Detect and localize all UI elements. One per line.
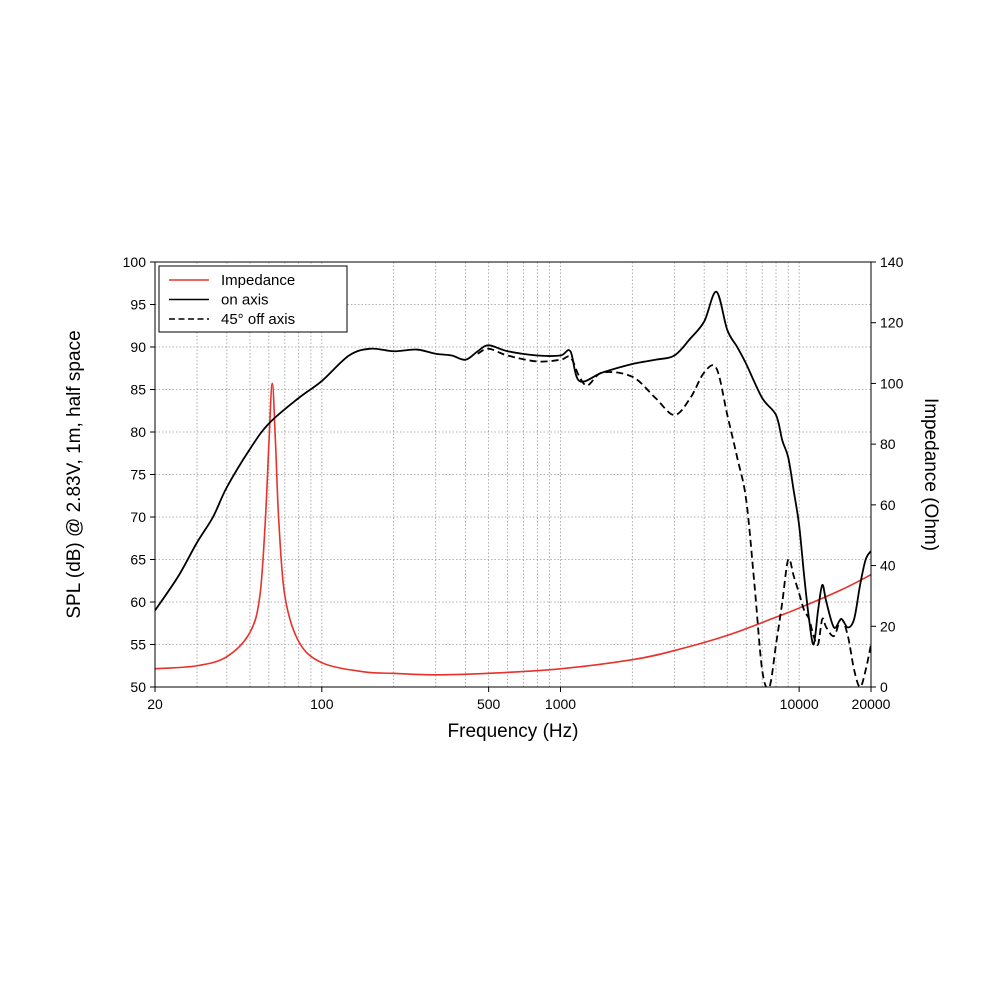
y-tick-label: 100 [123, 254, 147, 270]
y2-axis-title: Impedance (Ohm) [920, 398, 941, 551]
y2-tick-label: 100 [880, 375, 904, 391]
y-tick-label: 95 [130, 297, 146, 313]
x-tick-label: 20000 [852, 696, 891, 712]
y-tick-label: 65 [130, 552, 146, 568]
series-layer [155, 290, 871, 687]
y2-tick-label: 80 [880, 436, 896, 452]
y2-tick-label: 120 [880, 315, 904, 331]
y-tick-label: 75 [130, 467, 146, 483]
x-tick-label: 1000 [545, 696, 576, 712]
on-axis-series-line [155, 290, 871, 646]
y-tick-label: 60 [130, 594, 146, 610]
legend-label-impedance: Impedance [221, 272, 295, 289]
legend-label-on-axis: on axis [221, 292, 269, 309]
y-tick-label: 80 [130, 424, 146, 440]
y2-tick-label: 20 [880, 618, 896, 634]
y-tick-label: 90 [130, 339, 146, 355]
y-tick-label: 85 [130, 382, 146, 398]
x-axis-title: Frequency (Hz) [448, 721, 579, 742]
y-tick-label: 70 [130, 509, 146, 525]
x-tick-label: 20 [147, 696, 163, 712]
y-axis-title: SPL (dB) @ 2.83V, 1m, half space [64, 330, 85, 618]
y-tick-label: 50 [130, 679, 146, 695]
y2-tick-label: 140 [880, 254, 904, 270]
legend: Impedance on axis 45° off axis [158, 265, 348, 333]
legend-label-45-off-axis: 45° off axis [221, 311, 295, 328]
impedance-series-line [155, 382, 871, 676]
x-tick-label: 100 [310, 696, 334, 712]
x-tick-label: 500 [477, 696, 501, 712]
y2-tick-label: 60 [880, 497, 896, 513]
off-axis-45-series-line [477, 347, 871, 687]
y2-tick-label: 0 [880, 679, 888, 695]
y-tick-label: 55 [130, 637, 146, 653]
x-tick-label: 10000 [780, 696, 819, 712]
axes: 20 100 500 1000 10000 20000505560657075808590… [123, 254, 904, 712]
y2-tick-label: 40 [880, 558, 896, 574]
